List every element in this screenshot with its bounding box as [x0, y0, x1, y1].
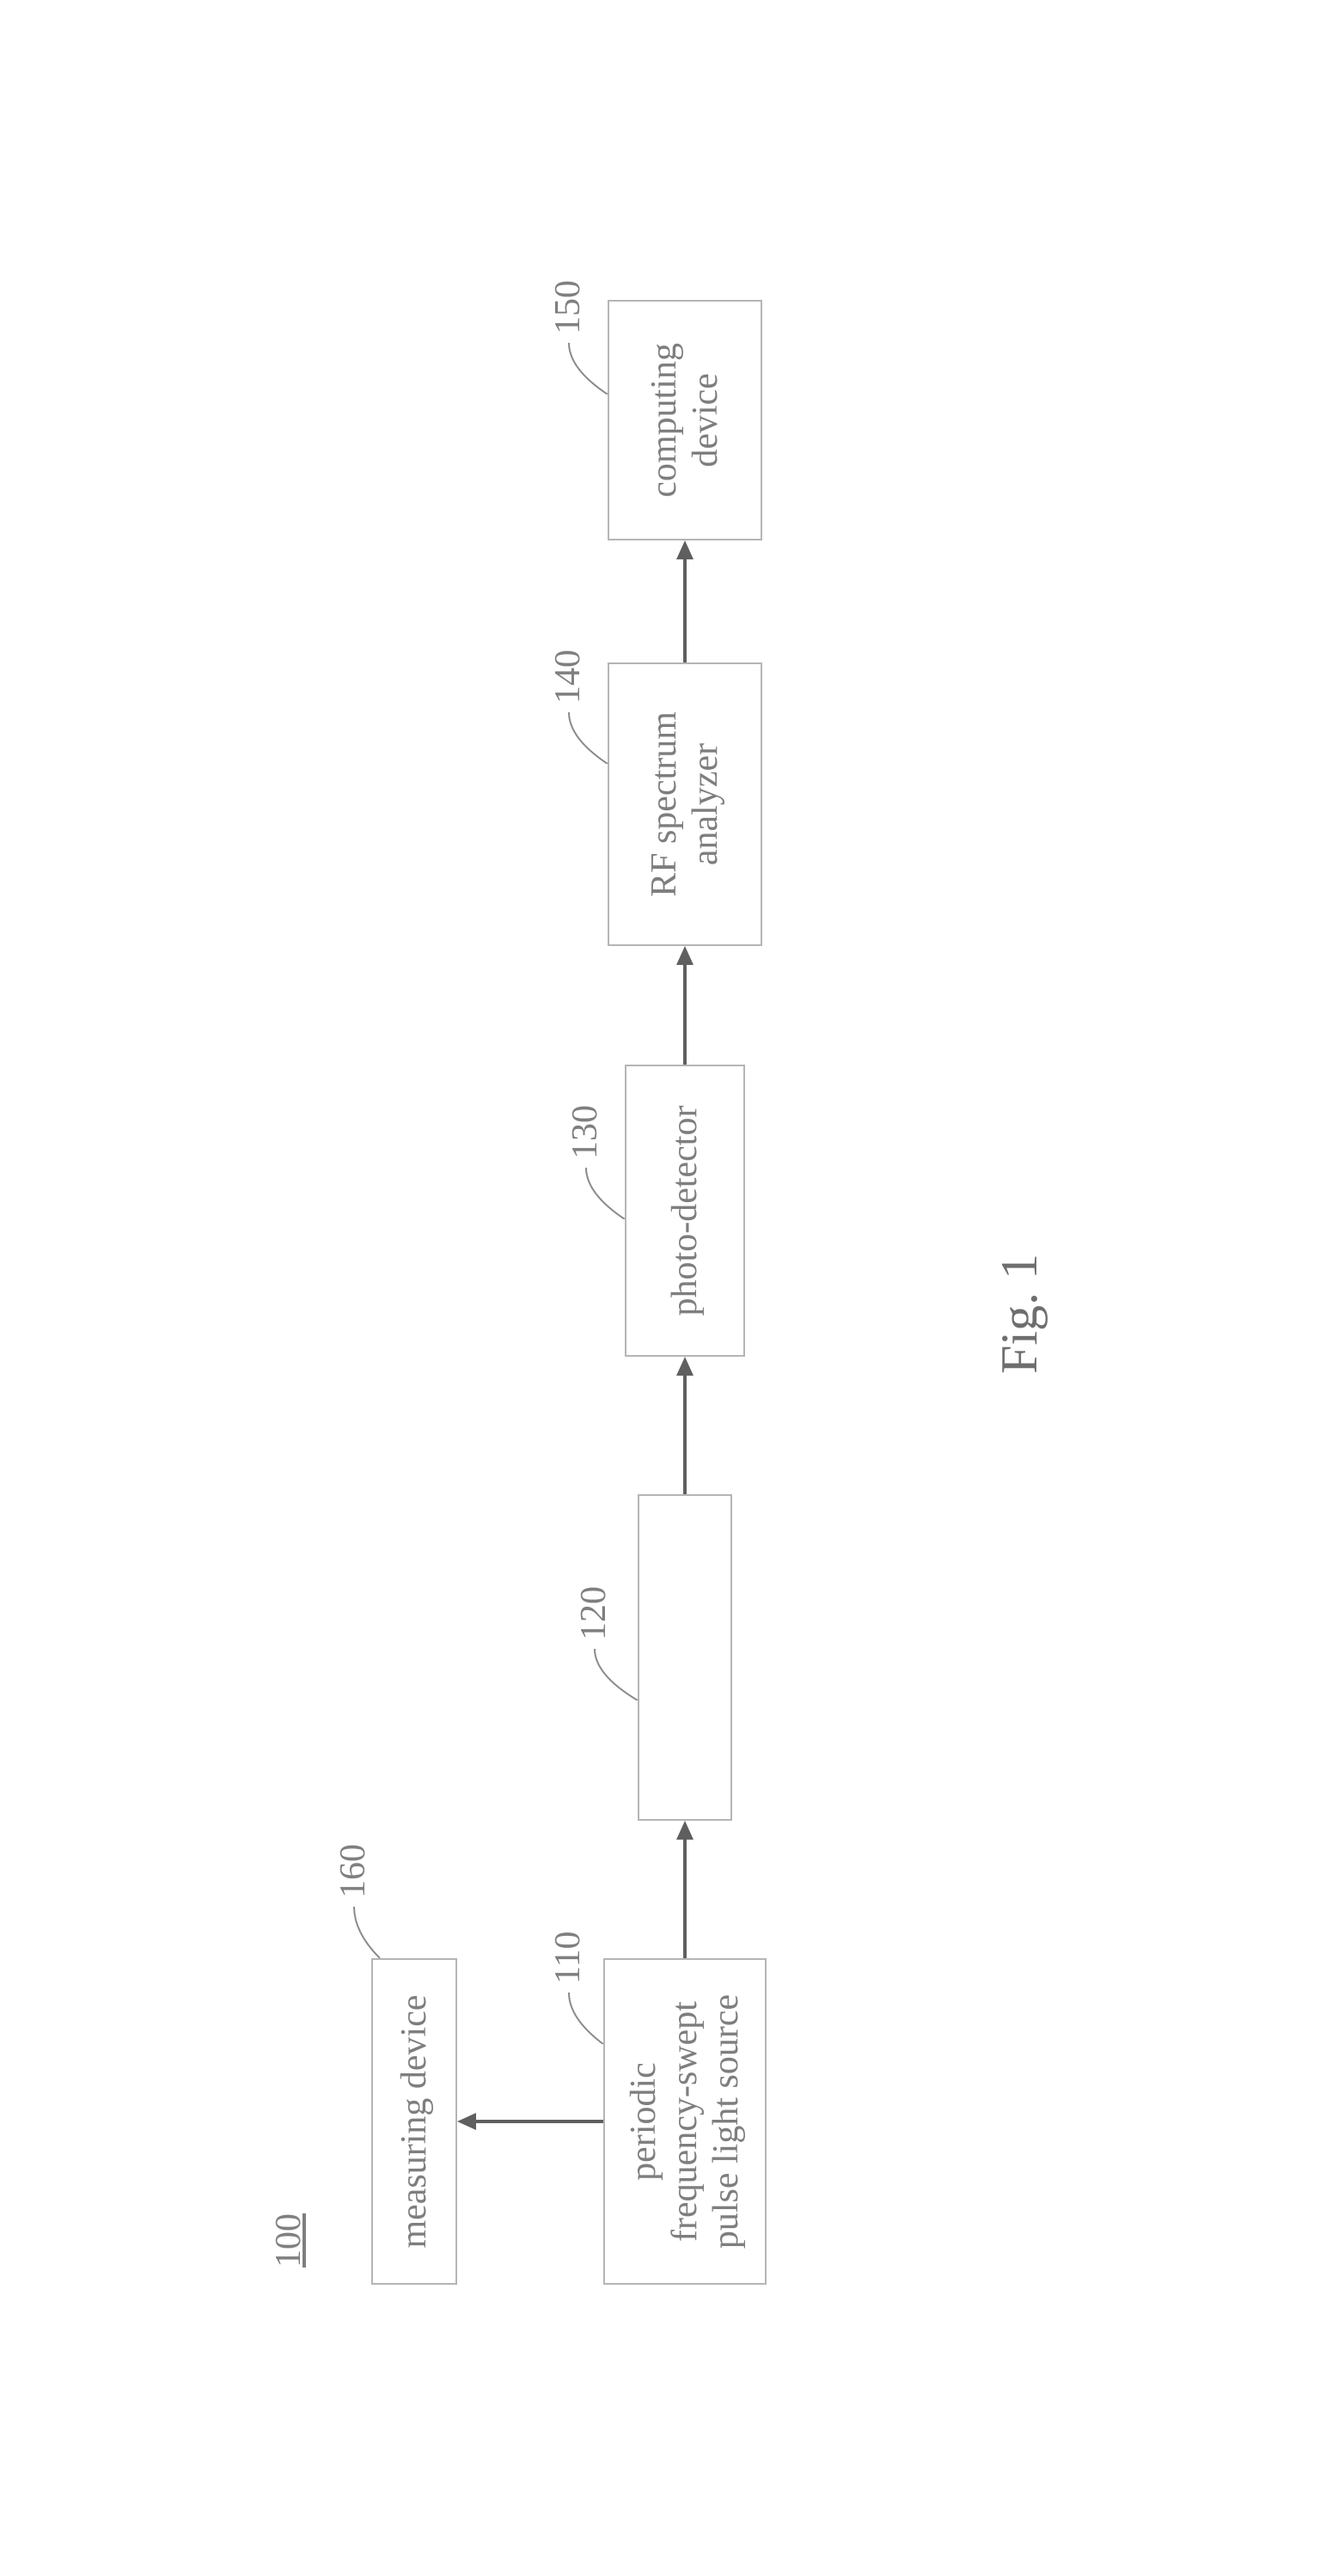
ref-130: 130 [565, 1105, 606, 1159]
figure-canvas: 100 measuring device 160 periodic freque… [0, 0, 1326, 2576]
node-measuring-device: measuring device [371, 1958, 457, 2285]
leader-160 [345, 1898, 388, 1958]
ref-150: 150 [547, 280, 589, 334]
arrow-120-to-130 [683, 1374, 687, 1494]
arrow-140-to-150 [683, 558, 687, 662]
arrowhead-110-to-120 [676, 1821, 694, 1840]
arrow-110-to-160 [474, 2120, 603, 2123]
leader-130 [577, 1159, 633, 1219]
arrowhead-140-to-150 [676, 540, 694, 559]
leader-140 [560, 704, 616, 764]
rotated-layout: 100 measuring device 160 periodic freque… [148, 257, 1179, 2319]
node-computing-device: computing device [608, 300, 762, 540]
arrowhead-130-to-140 [676, 946, 694, 965]
block-diagram: 100 measuring device 160 periodic freque… [148, 257, 1179, 2319]
leader-120 [586, 1640, 646, 1700]
node-120 [638, 1494, 732, 1821]
system-id-label: 100 [268, 2213, 309, 2268]
leader-110 [560, 1984, 612, 2044]
arrowhead-110-to-160 [457, 2113, 476, 2130]
arrowhead-120-to-130 [676, 1357, 694, 1376]
node-photo-detector: photo-detector [625, 1065, 745, 1357]
arrow-110-to-120 [683, 1838, 687, 1958]
ref-110: 110 [547, 1932, 589, 1984]
node-rf-analyzer: RF spectrum analyzer [608, 662, 762, 946]
arrow-130-to-140 [683, 963, 687, 1065]
ref-140: 140 [547, 650, 589, 704]
ref-120: 120 [573, 1586, 614, 1640]
leader-150 [560, 334, 616, 394]
figure-caption: Fig. 1 [990, 1254, 1049, 1374]
node-light-source: periodic frequency-swept pulse light sou… [603, 1958, 767, 2285]
ref-160: 160 [333, 1844, 374, 1898]
